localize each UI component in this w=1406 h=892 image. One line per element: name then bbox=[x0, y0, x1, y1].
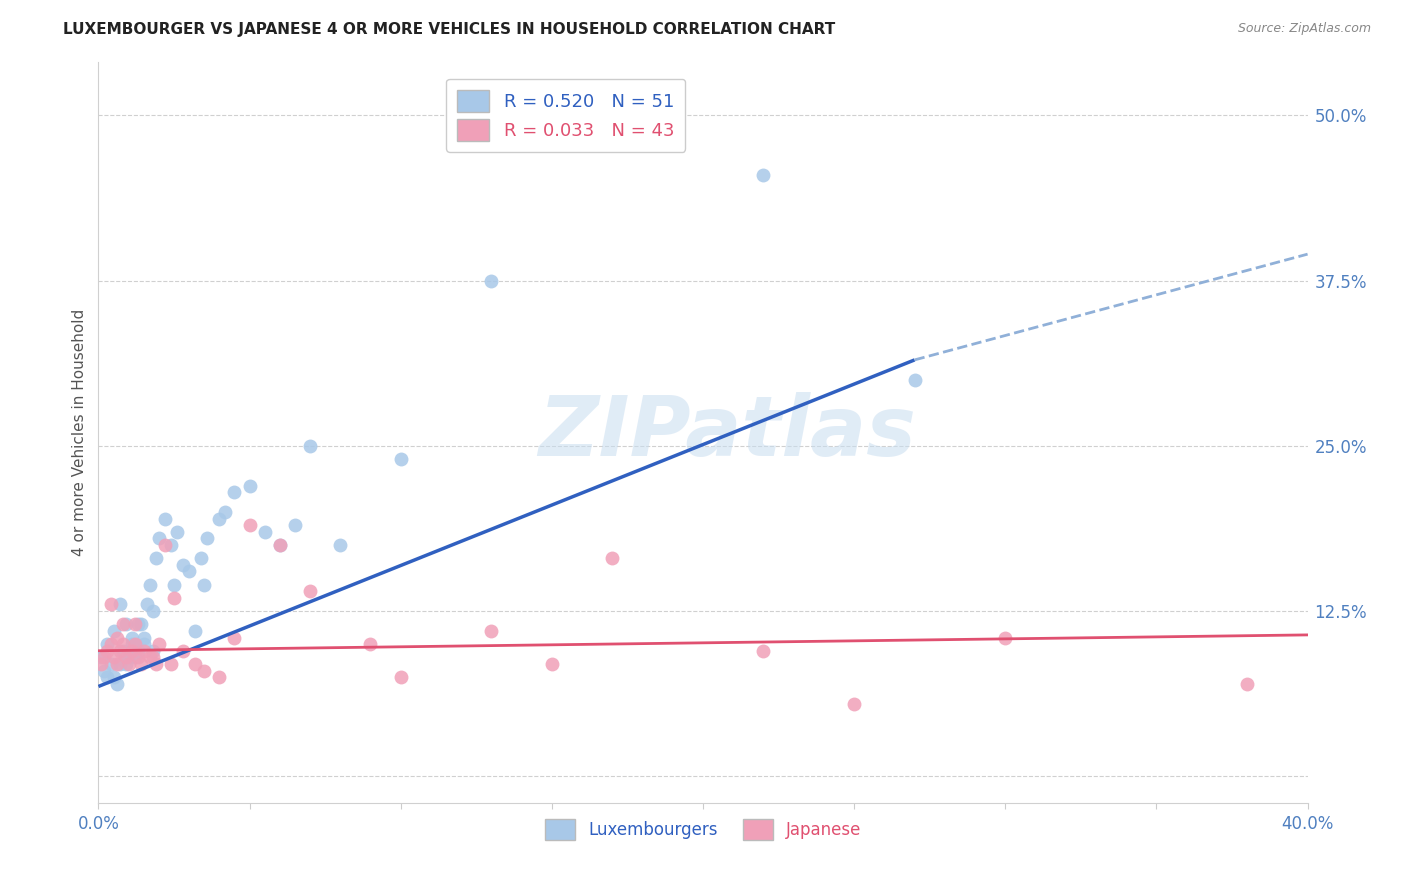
Point bbox=[163, 577, 186, 591]
Point bbox=[299, 439, 322, 453]
Text: ZIPatlas: ZIPatlas bbox=[538, 392, 917, 473]
Point bbox=[163, 591, 186, 605]
Point bbox=[602, 551, 624, 566]
Point bbox=[160, 538, 183, 552]
Point bbox=[124, 650, 146, 665]
Point bbox=[329, 538, 352, 552]
Point bbox=[172, 558, 194, 572]
Point bbox=[184, 624, 207, 638]
Point bbox=[96, 644, 118, 658]
Point bbox=[208, 670, 231, 684]
Point bbox=[111, 644, 134, 658]
Point bbox=[93, 650, 115, 665]
Legend: Luxembourgers, Japanese: Luxembourgers, Japanese bbox=[538, 813, 868, 847]
Point bbox=[111, 637, 134, 651]
Point bbox=[389, 670, 412, 684]
Point bbox=[253, 524, 276, 539]
Point bbox=[193, 577, 215, 591]
Point bbox=[127, 650, 149, 665]
Point bbox=[148, 532, 170, 546]
Point bbox=[224, 485, 246, 500]
Point bbox=[124, 617, 146, 632]
Point bbox=[360, 637, 382, 651]
Point bbox=[139, 650, 162, 665]
Point bbox=[142, 650, 165, 665]
Point bbox=[224, 631, 246, 645]
Point bbox=[100, 598, 122, 612]
Point bbox=[166, 524, 188, 539]
Point bbox=[239, 478, 262, 492]
Point bbox=[184, 657, 207, 671]
Point bbox=[752, 168, 775, 182]
Point bbox=[153, 511, 176, 525]
Point bbox=[1236, 677, 1258, 691]
Point bbox=[129, 617, 152, 632]
Point bbox=[90, 650, 112, 665]
Point bbox=[132, 644, 155, 658]
Point bbox=[103, 650, 125, 665]
Point bbox=[96, 670, 118, 684]
Point bbox=[269, 538, 291, 552]
Point bbox=[114, 617, 136, 632]
Point bbox=[172, 644, 194, 658]
Point bbox=[153, 538, 176, 552]
Point bbox=[904, 373, 927, 387]
Point bbox=[127, 644, 149, 658]
Point bbox=[752, 644, 775, 658]
Point bbox=[121, 631, 143, 645]
Point bbox=[124, 637, 146, 651]
Point bbox=[139, 577, 162, 591]
Point bbox=[179, 565, 201, 579]
Point bbox=[208, 511, 231, 525]
Point bbox=[103, 624, 125, 638]
Point bbox=[481, 624, 503, 638]
Point bbox=[114, 650, 136, 665]
Point bbox=[193, 664, 215, 678]
Point bbox=[481, 274, 503, 288]
Point bbox=[111, 617, 134, 632]
Point bbox=[299, 584, 322, 599]
Point bbox=[105, 631, 128, 645]
Point bbox=[118, 657, 141, 671]
Point bbox=[269, 538, 291, 552]
Text: Source: ZipAtlas.com: Source: ZipAtlas.com bbox=[1237, 22, 1371, 36]
Point bbox=[844, 697, 866, 711]
Point bbox=[142, 644, 165, 658]
Point bbox=[284, 518, 307, 533]
Point bbox=[118, 650, 141, 665]
Point bbox=[129, 657, 152, 671]
Point bbox=[108, 644, 131, 658]
Point bbox=[994, 631, 1017, 645]
Point bbox=[214, 505, 236, 519]
Point bbox=[108, 598, 131, 612]
Point bbox=[100, 657, 122, 671]
Point bbox=[108, 657, 131, 671]
Point bbox=[132, 637, 155, 651]
Y-axis label: 4 or more Vehicles in Household: 4 or more Vehicles in Household bbox=[72, 309, 87, 557]
Point bbox=[127, 617, 149, 632]
Point bbox=[135, 598, 157, 612]
Point bbox=[540, 657, 562, 671]
Point bbox=[121, 637, 143, 651]
Text: LUXEMBOURGER VS JAPANESE 4 OR MORE VEHICLES IN HOUSEHOLD CORRELATION CHART: LUXEMBOURGER VS JAPANESE 4 OR MORE VEHIC… bbox=[63, 22, 835, 37]
Point bbox=[190, 551, 212, 566]
Point bbox=[93, 664, 115, 678]
Point bbox=[114, 657, 136, 671]
Point bbox=[160, 657, 183, 671]
Point bbox=[100, 637, 122, 651]
Point bbox=[96, 637, 118, 651]
Point bbox=[145, 551, 167, 566]
Point bbox=[103, 670, 125, 684]
Point bbox=[389, 452, 412, 467]
Point bbox=[105, 657, 128, 671]
Point bbox=[105, 677, 128, 691]
Point bbox=[195, 532, 218, 546]
Point bbox=[90, 657, 112, 671]
Point bbox=[145, 657, 167, 671]
Point bbox=[239, 518, 262, 533]
Point bbox=[142, 604, 165, 618]
Point bbox=[121, 644, 143, 658]
Point bbox=[132, 631, 155, 645]
Point bbox=[148, 637, 170, 651]
